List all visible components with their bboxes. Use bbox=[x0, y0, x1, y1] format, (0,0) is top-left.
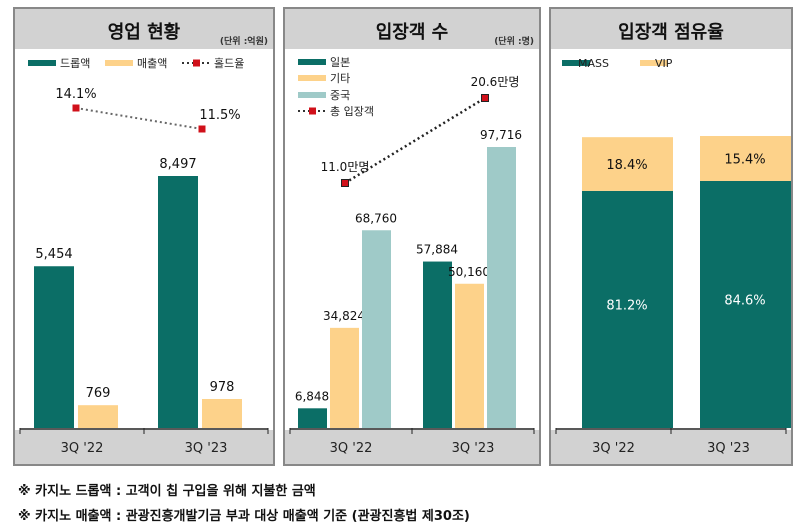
data-label: 5,454 bbox=[35, 247, 72, 262]
legend-swatch bbox=[105, 60, 133, 66]
legend-label: VIP bbox=[655, 57, 673, 70]
legend-label: 기타 bbox=[330, 72, 350, 85]
category-label: 3Q '22 bbox=[592, 441, 635, 456]
category-label: 3Q '23 bbox=[707, 441, 750, 456]
legend-label: 총 입장객 bbox=[330, 105, 374, 118]
data-label: 50,160 bbox=[448, 265, 490, 279]
legend-marker bbox=[309, 107, 316, 115]
bar bbox=[78, 405, 118, 428]
footnote-drop: ※ 카지노 드롭액 : 고객이 칩 구입을 위해 지불한 금액 bbox=[18, 484, 316, 499]
panel-header bbox=[551, 9, 791, 49]
line-marker bbox=[481, 94, 489, 102]
bar bbox=[362, 230, 391, 428]
bar-vip bbox=[582, 137, 673, 191]
legend-label: 홀드율 bbox=[214, 57, 244, 70]
data-label: 57,884 bbox=[416, 243, 458, 257]
data-label: 68,760 bbox=[355, 211, 397, 225]
bar bbox=[34, 266, 74, 428]
bar-mass bbox=[700, 180, 791, 428]
category-strip bbox=[285, 430, 539, 464]
data-label: 18.4% bbox=[606, 158, 647, 173]
line-series bbox=[75, 107, 203, 130]
bar bbox=[423, 261, 452, 428]
line-series bbox=[344, 96, 486, 185]
data-label: 34,824 bbox=[323, 309, 365, 323]
data-label: 11.0만명 bbox=[321, 160, 370, 174]
bar bbox=[330, 327, 359, 428]
data-label: 978 bbox=[210, 380, 235, 395]
data-label: 6,848 bbox=[295, 389, 329, 403]
data-label: 97,716 bbox=[480, 128, 522, 142]
data-label: 20.6만명 bbox=[471, 75, 520, 89]
data-label: 15.4% bbox=[724, 152, 765, 167]
panel-title: 입장객 점유율 bbox=[618, 21, 724, 43]
legend-swatch bbox=[298, 75, 326, 81]
data-label: 81.2% bbox=[606, 298, 647, 313]
bar bbox=[487, 147, 516, 428]
category-strip bbox=[551, 430, 791, 464]
data-label: 14.1% bbox=[55, 87, 96, 102]
legend-label: 일본 bbox=[330, 55, 350, 69]
unit-label: (단위 :명) bbox=[494, 35, 534, 47]
unit-label: (단위 :억원) bbox=[220, 35, 268, 47]
bar-vip bbox=[700, 136, 791, 181]
line-marker bbox=[341, 179, 349, 187]
category-strip bbox=[15, 430, 273, 464]
legend-swatch bbox=[562, 60, 590, 66]
bar-mass bbox=[582, 190, 673, 428]
line-marker bbox=[198, 125, 206, 133]
data-label: 8,497 bbox=[159, 157, 196, 172]
legend-label: MASS bbox=[578, 57, 609, 70]
panel-header bbox=[285, 9, 539, 49]
bar bbox=[158, 176, 198, 428]
bar bbox=[298, 408, 327, 428]
data-label: 769 bbox=[86, 386, 111, 401]
legend-label: 중국 bbox=[330, 89, 350, 102]
category-label: 3Q '22 bbox=[330, 441, 373, 456]
legend-swatch bbox=[298, 92, 326, 98]
legend-label: 드롭액 bbox=[60, 57, 90, 70]
bar bbox=[202, 398, 242, 428]
category-label: 3Q '22 bbox=[61, 441, 104, 456]
line-marker bbox=[72, 104, 80, 112]
legend-swatch bbox=[640, 60, 668, 66]
legend-swatch bbox=[298, 59, 326, 65]
legend-marker bbox=[193, 59, 200, 67]
category-label: 3Q '23 bbox=[185, 441, 228, 456]
panel-header bbox=[15, 9, 273, 49]
panel-title: 입장객 수 bbox=[376, 21, 449, 43]
panel-title: 영업 현황 bbox=[108, 22, 181, 43]
legend-label: 매출액 bbox=[137, 57, 167, 70]
footnote-sales: ※ 카지노 매출액 : 관광진흥개발기금 부과 대상 매출액 기준 (관광진흥법… bbox=[18, 509, 470, 524]
data-label: 11.5% bbox=[199, 108, 240, 123]
data-label: 84.6% bbox=[724, 293, 765, 308]
category-label: 3Q '23 bbox=[452, 441, 495, 456]
legend-swatch bbox=[28, 60, 56, 66]
bar bbox=[455, 283, 484, 428]
